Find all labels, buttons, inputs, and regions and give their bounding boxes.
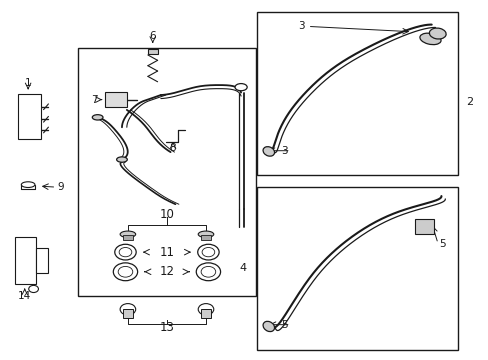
Ellipse shape [120,231,135,238]
Text: 2: 2 [465,96,472,107]
Ellipse shape [235,84,246,91]
Bar [105,93,126,107]
Text: 10: 10 [159,208,174,221]
Ellipse shape [92,115,103,120]
Ellipse shape [428,28,445,39]
Bar [78,48,255,296]
Text: 3: 3 [298,21,305,31]
Bar [36,248,48,273]
Text: 1: 1 [25,78,31,88]
Bar [201,235,210,240]
Bar [123,309,133,318]
Bar [201,309,210,318]
Text: 8: 8 [169,143,176,153]
Ellipse shape [419,33,440,45]
Bar [19,94,41,139]
Bar [15,237,36,284]
Ellipse shape [116,157,127,162]
Ellipse shape [263,321,274,332]
Ellipse shape [29,285,39,293]
Text: 3: 3 [281,147,287,157]
Text: 12: 12 [159,265,174,278]
Bar [256,12,458,175]
Bar [147,49,157,54]
Ellipse shape [21,182,35,188]
Ellipse shape [263,147,274,156]
Text: 7: 7 [91,95,98,105]
Text: 14: 14 [18,291,31,301]
Text: 9: 9 [57,182,64,192]
Bar [414,219,433,234]
Text: 4: 4 [239,264,246,273]
Text: 13: 13 [159,321,174,334]
Bar [123,235,133,240]
Text: 5: 5 [281,320,287,330]
Text: 11: 11 [159,246,174,258]
Text: 6: 6 [149,31,156,41]
Ellipse shape [198,231,213,238]
Bar [256,187,458,350]
Text: 5: 5 [438,239,445,249]
